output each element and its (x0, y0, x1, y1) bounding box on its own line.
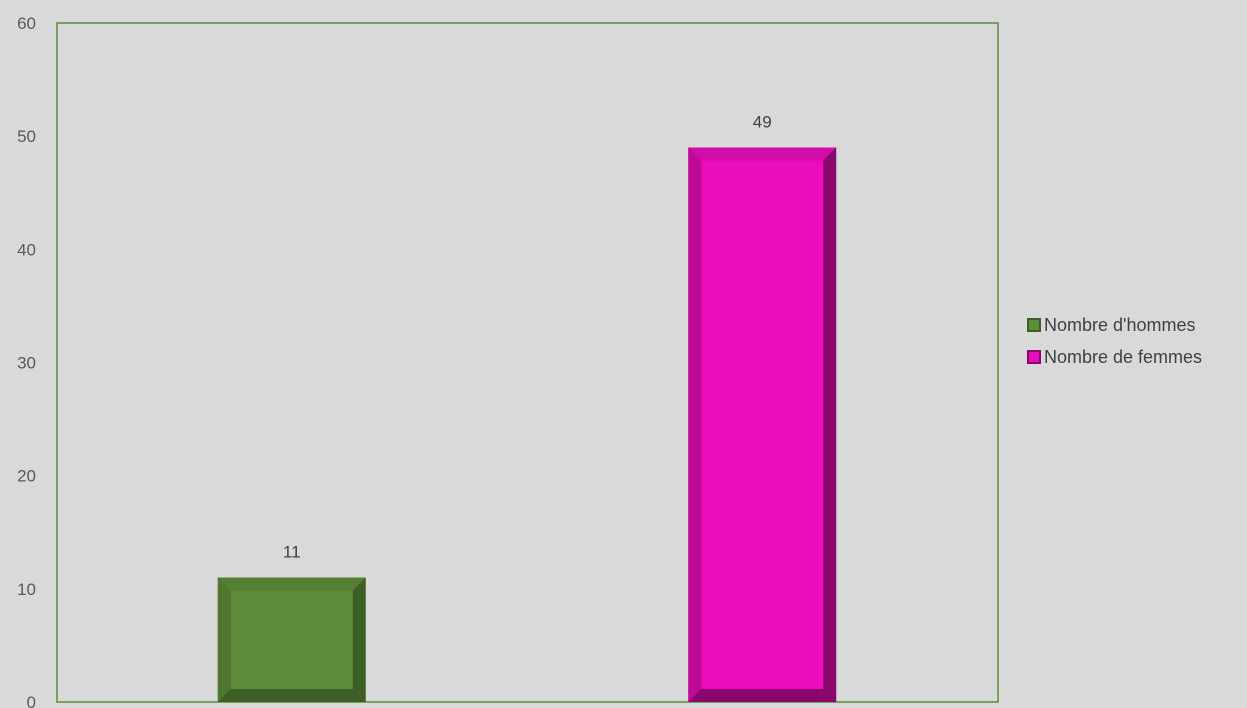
bar-face (701, 160, 824, 689)
y-axis-ticks: 0 10 20 30 40 50 60 (17, 14, 36, 708)
legend-item-femmes: Nombre de femmes (1027, 346, 1202, 368)
legend-label-femmes: Nombre de femmes (1044, 346, 1203, 367)
y-tick-label: 10 (17, 580, 36, 599)
y-tick-label: 60 (17, 14, 36, 33)
y-tick-label: 30 (17, 354, 36, 373)
bar-bevel-left (217, 577, 231, 702)
data-labels: 11 49 (283, 112, 772, 561)
bar-bevel-left (688, 147, 702, 702)
bar (217, 577, 366, 702)
legend: Nombre d'hommes Nombre de femmes (1027, 314, 1202, 378)
legend-swatch-hommes (1027, 318, 1041, 332)
y-tick-label: 50 (17, 127, 36, 146)
legend-label-hommes: Nombre d'hommes (1044, 314, 1196, 335)
legend-item-hommes: Nombre d'hommes (1027, 314, 1202, 336)
y-tick-label: 40 (17, 240, 36, 259)
bar-bevel-top (688, 147, 837, 161)
legend-swatch-femmes (1027, 350, 1041, 364)
bar-face (230, 590, 353, 689)
bar (688, 147, 837, 702)
bar-bevel-top (217, 577, 366, 591)
bar-value-label: 49 (753, 112, 772, 131)
bar-value-label: 11 (283, 543, 301, 562)
bars (217, 147, 837, 702)
plot-area (56, 22, 999, 703)
y-tick-label: 20 (17, 467, 36, 486)
y-tick-label: 0 (27, 693, 36, 708)
